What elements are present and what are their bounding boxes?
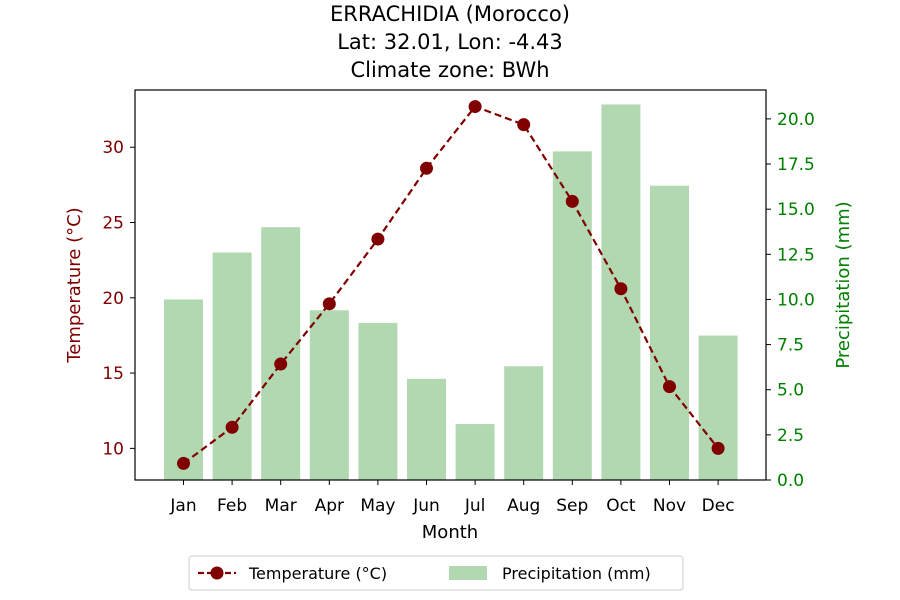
precipitation-bar-dec [698,335,738,480]
y-left-tick-label: 20 [102,289,124,309]
y-left-tick-label: 10 [102,439,124,459]
precipitation-bar-mar [261,227,301,480]
legend-precipitation-swatch [449,566,487,580]
y-right-tick-label: 17.5 [777,155,815,175]
y-right-tick-label: 10.0 [777,290,815,310]
legend-box [188,555,684,591]
precipitation-bar-jun [407,378,446,480]
y-axis-right-label: Precipitation (mm) [833,201,854,368]
precipitation-bar-aug [504,366,544,480]
chart-title-line-2: Lat: 32.01, Lon: -4.43 [337,30,563,54]
temperature-point-aug [517,118,531,132]
legend-temperature-marker [210,566,224,580]
x-tick-label: Feb [217,496,247,516]
x-axis: Jan Feb Mar Apr May Jun Jul Aug Sep Oct Nov Dec [169,480,735,516]
x-tick-label: Jan [169,496,196,516]
x-tick-label: Jul [464,496,486,516]
x-tick-label: May [360,496,395,516]
x-tick-label: Aug [507,496,540,516]
precipitation-bar-jan [164,299,203,480]
temperature-point-jun [420,161,433,175]
chart-title-line-3: Climate zone: BWh [350,58,549,82]
temperature-point-may [371,232,385,246]
y-right-tick-label: 2.5 [777,426,804,446]
y-axis-left: 10 15 20 25 30 [102,138,135,459]
temperature-point-apr [322,297,336,311]
y-axis-right: 0.0 2.5 5.0 7.5 10.0 12.5 15.0 17.5 20.0 [766,110,815,491]
y-right-tick-label: 12.5 [777,245,815,265]
temperature-point-jan [177,456,190,470]
y-right-tick-label: 0.0 [777,471,804,491]
precipitation-bars [164,104,738,480]
y-axis-left-label: Temperature (°C) [64,207,85,363]
x-tick-label: Mar [265,496,297,516]
y-right-tick-label: 15.0 [777,200,815,220]
chart-title: ERRACHIDIA (Morocco) Lat: 32.01, Lon: -4… [330,2,570,82]
plot-frame [134,89,767,481]
y-left-tick-label: 25 [102,214,124,234]
temperature-point-sep [565,194,579,208]
temperature-line-path [182,105,719,465]
temperature-point-oct [614,282,628,296]
precipitation-bar-feb [212,252,252,480]
temperature-point-feb [225,420,239,434]
temperature-point-jul [468,100,482,114]
precipitation-bar-jul [455,424,495,480]
x-tick-label: Nov [653,496,686,516]
x-tick-label: Apr [315,496,344,516]
temperature-point-mar [274,357,288,371]
precipitation-bar-apr [309,310,349,480]
x-axis-label: Month [422,522,478,543]
chart-title-line-1: ERRACHIDIA (Morocco) [330,2,570,26]
precipitation-bar-may [358,322,398,480]
legend-temperature-label: Temperature (°C) [248,564,387,583]
y-left-tick-label: 15 [102,364,124,384]
x-tick-label: Jun [412,496,440,516]
temperature-point-dec [711,441,725,455]
legend: Temperature (°C) Precipitation (mm) [188,555,684,591]
y-right-tick-label: 20.0 [777,110,815,130]
precipitation-bar-nov [650,185,689,480]
x-tick-label: Dec [702,496,735,516]
temperature-point-nov [663,380,676,394]
y-right-tick-label: 5.0 [777,381,804,401]
y-right-tick-label: 7.5 [777,336,804,356]
x-tick-label: Sep [556,496,588,516]
legend-precipitation-label: Precipitation (mm) [502,564,651,583]
y-left-tick-label: 30 [102,138,124,158]
x-tick-label: Oct [606,496,636,516]
temperature-line [177,100,725,470]
